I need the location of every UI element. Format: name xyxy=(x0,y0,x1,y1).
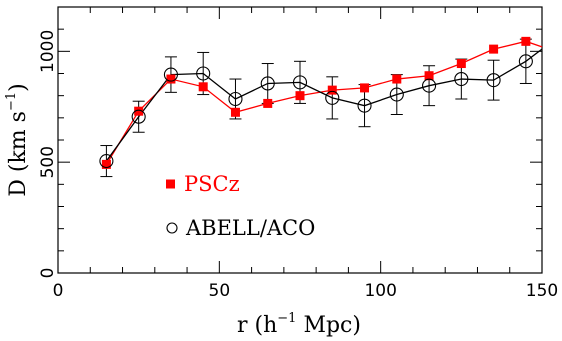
x-tick-label: 50 xyxy=(209,281,231,301)
data-point-pscz xyxy=(166,74,176,84)
legend-label-pscz: PSCz xyxy=(184,172,240,196)
data-point-abell-aco xyxy=(325,90,340,105)
data-point-abell-aco xyxy=(260,76,275,91)
x-tick-label: 150 xyxy=(526,281,558,301)
data-point-pscz xyxy=(263,98,273,108)
x-axis-title-sup: −1 xyxy=(277,311,296,326)
x-axis-title-pre: r (h xyxy=(237,313,277,338)
y-tick-label: 0 xyxy=(38,268,58,279)
y-axis-title-sup: −1 xyxy=(4,92,19,111)
legend-marker-pscz xyxy=(166,179,175,189)
series-line-pscz xyxy=(105,40,543,165)
legend-label-abell-aco: ABELL/ACO xyxy=(185,216,315,240)
tick-labels: 0 50 100 150 0 500 1000 xyxy=(38,30,558,301)
legend-marker-abell-aco xyxy=(166,222,178,234)
data-point-pscz xyxy=(360,83,370,93)
data-point-pscz xyxy=(456,59,466,69)
series-line-abell-aco xyxy=(105,48,543,162)
data-point-pscz xyxy=(101,159,111,169)
y-axis-title: D (km s−1) xyxy=(4,83,31,196)
data-point-abell-aco xyxy=(518,54,533,69)
series-lines xyxy=(105,40,543,165)
axis-ticks xyxy=(57,6,543,274)
data-point-pscz xyxy=(521,36,531,46)
data-point-pscz xyxy=(198,82,208,92)
data-point-abell-aco xyxy=(163,67,178,82)
data-point-pscz xyxy=(392,74,402,84)
y-axis-title-pre: D (km s xyxy=(6,111,31,197)
data-point-abell-aco xyxy=(196,66,211,81)
data-point-pscz xyxy=(489,44,499,54)
data-point-abell-aco xyxy=(131,109,146,124)
data-point-abell-aco xyxy=(422,78,437,93)
y-tick-label: 1000 xyxy=(38,30,58,73)
data-point-abell-aco xyxy=(228,91,243,107)
data-point-pscz xyxy=(424,71,434,81)
error-bars xyxy=(100,38,532,178)
data-point-pscz xyxy=(134,106,144,116)
data-point-abell-aco xyxy=(357,98,372,113)
data-point-abell-aco xyxy=(486,73,501,88)
legend: PSCz ABELL/ACO xyxy=(166,172,315,240)
data-point-pscz xyxy=(327,85,337,95)
data-point-pscz xyxy=(230,107,240,117)
data-point-abell-aco xyxy=(292,75,308,90)
data-point-abell-aco xyxy=(454,71,469,87)
data-point-pscz xyxy=(295,91,305,101)
y-tick-label: 500 xyxy=(38,146,58,178)
y-axis-title-post: ) xyxy=(6,83,31,92)
x-axis-title-post: Mpc) xyxy=(296,313,361,338)
x-tick-label: 0 xyxy=(53,281,64,301)
data-point-abell-aco xyxy=(99,154,114,169)
series-markers xyxy=(99,36,533,169)
data-point-abell-aco xyxy=(389,87,404,102)
x-axis-title: r (h−1 Mpc) xyxy=(237,311,361,338)
x-tick-label: 100 xyxy=(364,281,396,301)
